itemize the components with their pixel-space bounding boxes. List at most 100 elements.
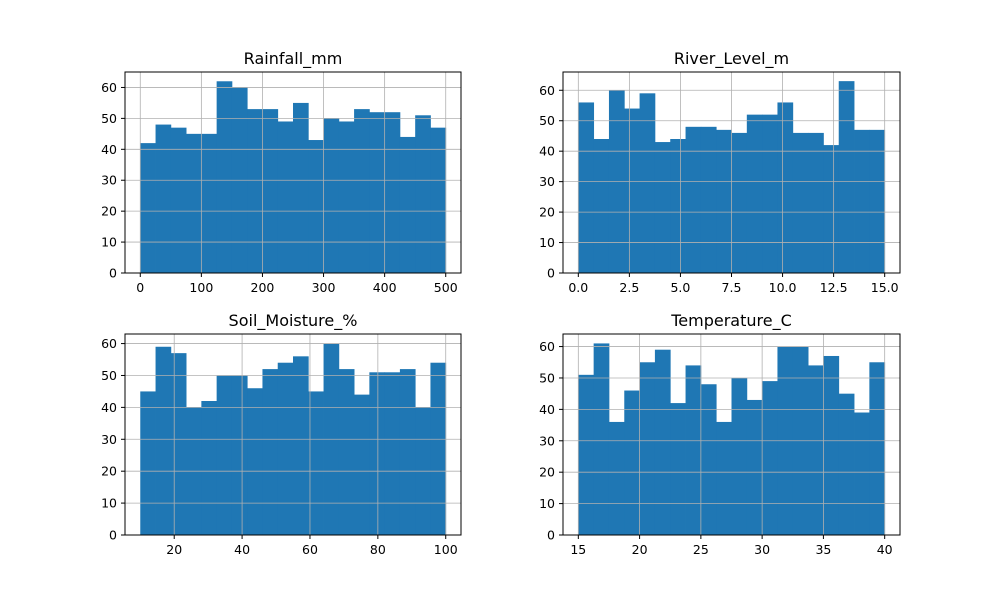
y-tick-label: 30 [539,174,555,189]
histogram-bar [593,343,610,535]
histogram-bar [746,399,763,535]
subplot-river-level: 0.0 2.5 5.0 7.5 10.0 12.5 15.0 0 10 20 30 40 50 60 Riv… [539,49,901,295]
histogram-bar [231,375,248,535]
histogram-bar [308,140,324,273]
x-tick-label: 35 [815,542,831,557]
histogram-bar [670,403,686,535]
histogram-bar [201,401,218,535]
histogram-bar [338,369,355,535]
histogram-bar [700,384,717,535]
histogram-bar [216,375,233,535]
histogram-bar [186,133,202,273]
y-tick-label: 30 [101,432,117,447]
x-tick-label: 400 [373,280,397,295]
y-tick-label: 40 [101,400,117,415]
histogram-bar [277,362,294,535]
histogram-bar [838,393,855,535]
histogram-bar [384,112,401,273]
histogram-bar [293,356,309,535]
histogram-bar [155,124,172,273]
histogram-bar [216,81,233,273]
histogram-bar [430,127,447,273]
y-tick-label: 10 [101,496,117,511]
y-tick-label: 50 [539,113,555,128]
x-tick-label: 10.0 [769,280,797,295]
x-tick-label: 5.0 [670,280,690,295]
subplot-soil-moisture: 20 40 60 80 100 0 10 20 30 40 50 60 Soil_Moisture_% [101,311,462,557]
y-tick-label: 0 [547,528,555,543]
histogram-bar [608,421,625,535]
histogram-bar [823,145,840,273]
histogram-bar [262,109,279,273]
y-tick-label: 0 [109,266,117,281]
y-tick-label: 30 [539,433,555,448]
histogram-bar [415,115,431,273]
y-tick-label: 0 [109,528,117,543]
histogram-bar [716,421,732,535]
histogram-bar [399,136,416,273]
histogram-bar [670,139,686,273]
histogram-bar [593,139,610,273]
histogram-bar [731,377,748,535]
histogram-bar [685,126,702,273]
histogram-bar [731,132,748,273]
subplot-title: River_Level_m [674,49,789,69]
histogram-bar [808,365,824,535]
y-tick-label: 60 [101,336,117,351]
axes-frame [124,333,462,536]
y-tick-label: 20 [539,205,555,220]
histogram-bar [338,121,355,273]
y-tick-label: 60 [101,80,117,95]
subplot-rainfall: 0 100 200 300 400 500 0 10 20 30 40 50 60 Rainfall_mm [101,49,462,295]
subplot-temperature: 15 20 25 30 35 40 0 10 20 30 40 50 60 Temperature_C [539,311,901,557]
histogram-bar [716,129,732,273]
x-tick-label: 500 [434,280,458,295]
histogram-bar [854,412,870,535]
histogram-bar [308,391,324,535]
histogram-bar [624,390,640,535]
x-tick-label: 60 [302,542,318,557]
axes-frame [124,71,462,274]
x-tick-label: 20 [166,542,182,557]
y-tick-label: 40 [101,142,117,157]
histogram-bar [792,132,809,273]
histogram-bar [639,362,656,535]
x-tick-label: 30 [754,542,770,557]
histogram-bar [247,109,263,273]
y-tick-label: 40 [539,402,555,417]
axes-frame [562,333,901,536]
x-tick-label: 15 [570,542,586,557]
histogram-bar [140,143,156,273]
subplot-title: Rainfall_mm [244,49,343,69]
y-tick-label: 50 [101,111,117,126]
histogram-bar [746,114,763,273]
x-tick-label: 200 [251,280,275,295]
histogram-bar [777,102,794,273]
y-tick-label: 10 [101,235,117,250]
x-tick-label: 0.0 [568,280,588,295]
histogram-bar [155,346,172,535]
histogram-bar [639,93,656,273]
histogram-bar [578,374,595,535]
x-tick-label: 2.5 [619,280,639,295]
histogram-bar [578,102,595,273]
histogram-bar [430,362,447,535]
histogram-bar [762,381,778,535]
histogram-bar [354,394,370,535]
histogram-bar [808,132,824,273]
histogram-bar [170,353,187,535]
histogram-bar [201,133,218,273]
x-tick-label: 80 [370,542,386,557]
histogram-bar [624,108,640,273]
histogram-bar [854,129,870,273]
histogram-bar [262,369,279,535]
histogram-bar [654,349,671,535]
x-tick-label: 0 [136,280,144,295]
y-tick-label: 20 [539,465,555,480]
y-tick-label: 20 [101,464,117,479]
histogram-bar [384,372,401,535]
y-tick-label: 10 [539,496,555,511]
y-tick-label: 60 [539,83,555,98]
x-tick-label: 7.5 [722,280,742,295]
